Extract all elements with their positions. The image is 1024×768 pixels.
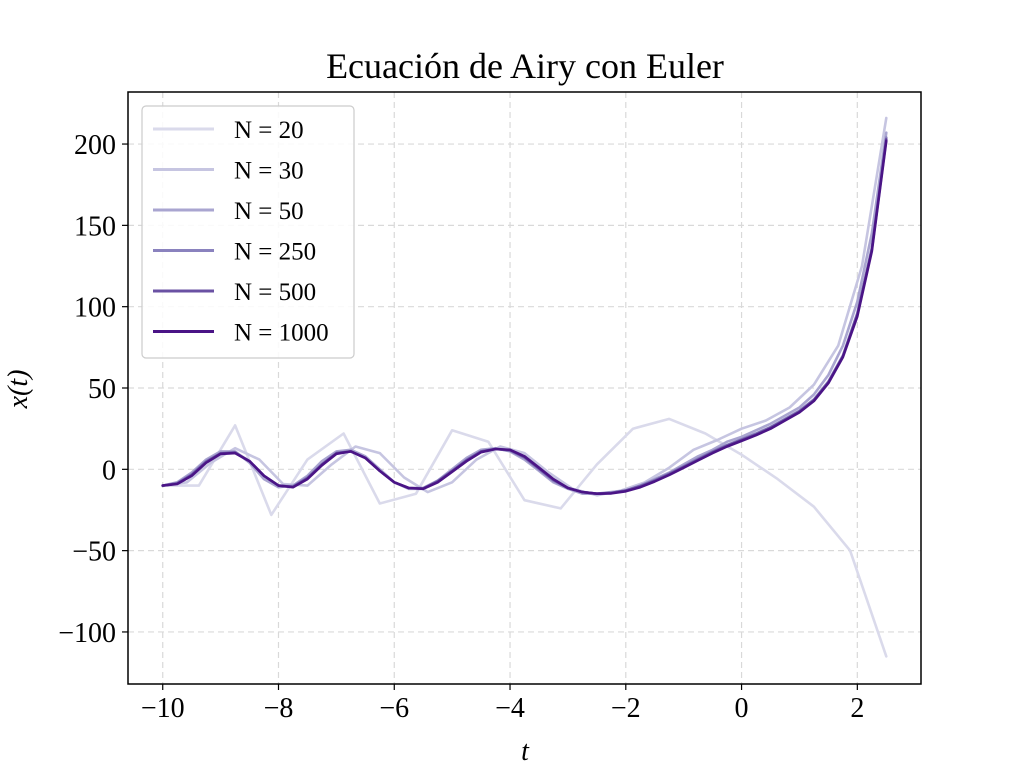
series-line-6 (161, 139, 888, 495)
y-tick-label: 0 (102, 455, 116, 486)
legend-label-6: N = 1000 (234, 320, 329, 347)
y-tick-label: 100 (74, 293, 116, 324)
y-axis-label: x(t) (3, 370, 34, 410)
x-tick-label: −6 (379, 693, 409, 724)
legend-label-1: N = 20 (234, 117, 304, 144)
axis-ticks: −10 −8 −6 −4 −2 0 2 −100 −50 0 50 100 150 200 (58, 130, 864, 724)
x-tick-label: −10 (141, 693, 185, 724)
x-tick-label: −8 (264, 693, 294, 724)
legend-label-5: N = 500 (234, 279, 316, 306)
legend-label-3: N = 50 (234, 198, 304, 225)
series-line-2 (161, 116, 888, 497)
y-tick-label: −100 (58, 618, 116, 649)
chart-title: Ecuación de Airy con Euler (326, 46, 724, 86)
x-tick-label: −4 (495, 693, 525, 724)
plot-lines (161, 116, 888, 658)
y-tick-label: 50 (88, 374, 116, 405)
legend-label-4: N = 250 (234, 239, 316, 266)
x-tick-label: 2 (850, 693, 864, 724)
y-tick-label: −50 (72, 537, 116, 568)
legend-label-2: N = 30 (234, 158, 304, 185)
x-tick-label: −2 (611, 693, 641, 724)
y-axis-label-group: x(t) (3, 370, 34, 410)
y-tick-label: 200 (74, 130, 116, 161)
y-tick-label: 150 (74, 211, 116, 242)
legend: N = 20 N = 30 N = 50 N = 250 N = 500 N = 1000 (141, 105, 355, 359)
series-line-1 (161, 417, 888, 658)
x-axis-label: t (521, 736, 530, 767)
x-tick-label: 0 (735, 693, 749, 724)
